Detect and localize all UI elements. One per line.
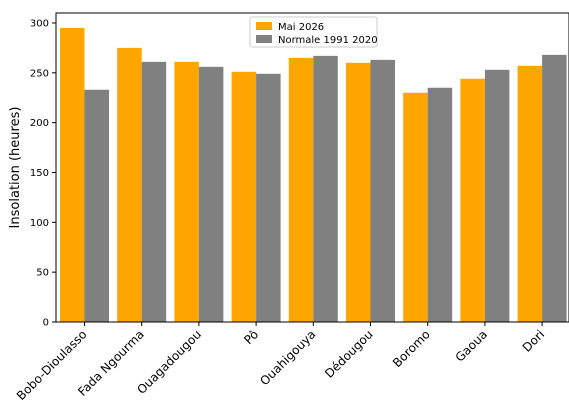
x-tick-label: Boromo xyxy=(390,327,433,370)
legend-swatch xyxy=(256,35,272,43)
bar-normale-7 xyxy=(484,69,510,322)
y-tick-label: 150 xyxy=(30,168,49,179)
bar-normale-1 xyxy=(141,61,167,323)
bar-mai-2026-5 xyxy=(346,62,371,322)
bars-group xyxy=(60,27,567,323)
y-tick-label: 250 xyxy=(30,68,49,79)
y-axis-title: Insolation (heures) xyxy=(8,107,23,229)
bar-mai-2026-6 xyxy=(403,92,428,322)
legend-swatch xyxy=(256,22,272,30)
legend: Mai 2026 Normale 1991 2020 xyxy=(249,16,378,48)
bar-normale-4 xyxy=(313,55,338,322)
bar-mai-2026-2 xyxy=(174,61,199,323)
bar-normale-8 xyxy=(542,54,567,323)
bar-normale-3 xyxy=(256,73,281,322)
legend-label: Mai 2026 xyxy=(278,22,324,33)
bar-mai-2026-0 xyxy=(60,27,85,323)
bar-normale-6 xyxy=(427,87,453,323)
bar-normale-0 xyxy=(84,89,109,322)
legend-label: Normale 1991 2020 xyxy=(278,35,378,46)
bar-mai-2026-8 xyxy=(517,65,543,322)
plot-frame xyxy=(55,12,569,323)
x-tick-label: Dori xyxy=(520,327,547,354)
bar-mai-2026-1 xyxy=(117,47,142,323)
x-tick-label: Pô xyxy=(241,327,261,347)
bar-mai-2026-7 xyxy=(460,78,485,322)
y-tick-label: 200 xyxy=(30,118,49,129)
y-tick-label: 0 xyxy=(43,318,49,329)
bar-mai-2026-3 xyxy=(231,71,257,322)
x-tick-label: Ouahigouya xyxy=(257,327,318,388)
legend-box xyxy=(249,16,378,48)
y-tick-label: 50 xyxy=(36,268,49,279)
axes-group xyxy=(55,12,569,323)
bar-normale-2 xyxy=(198,66,224,322)
bar-mai-2026-4 xyxy=(288,57,314,323)
bar-normale-5 xyxy=(370,59,395,322)
x-tick-label: Gaoua xyxy=(453,327,490,364)
y-tick-label: 300 xyxy=(30,18,49,29)
x-tick-label: Dédougou xyxy=(322,327,376,381)
y-tick-label: 100 xyxy=(30,218,49,229)
